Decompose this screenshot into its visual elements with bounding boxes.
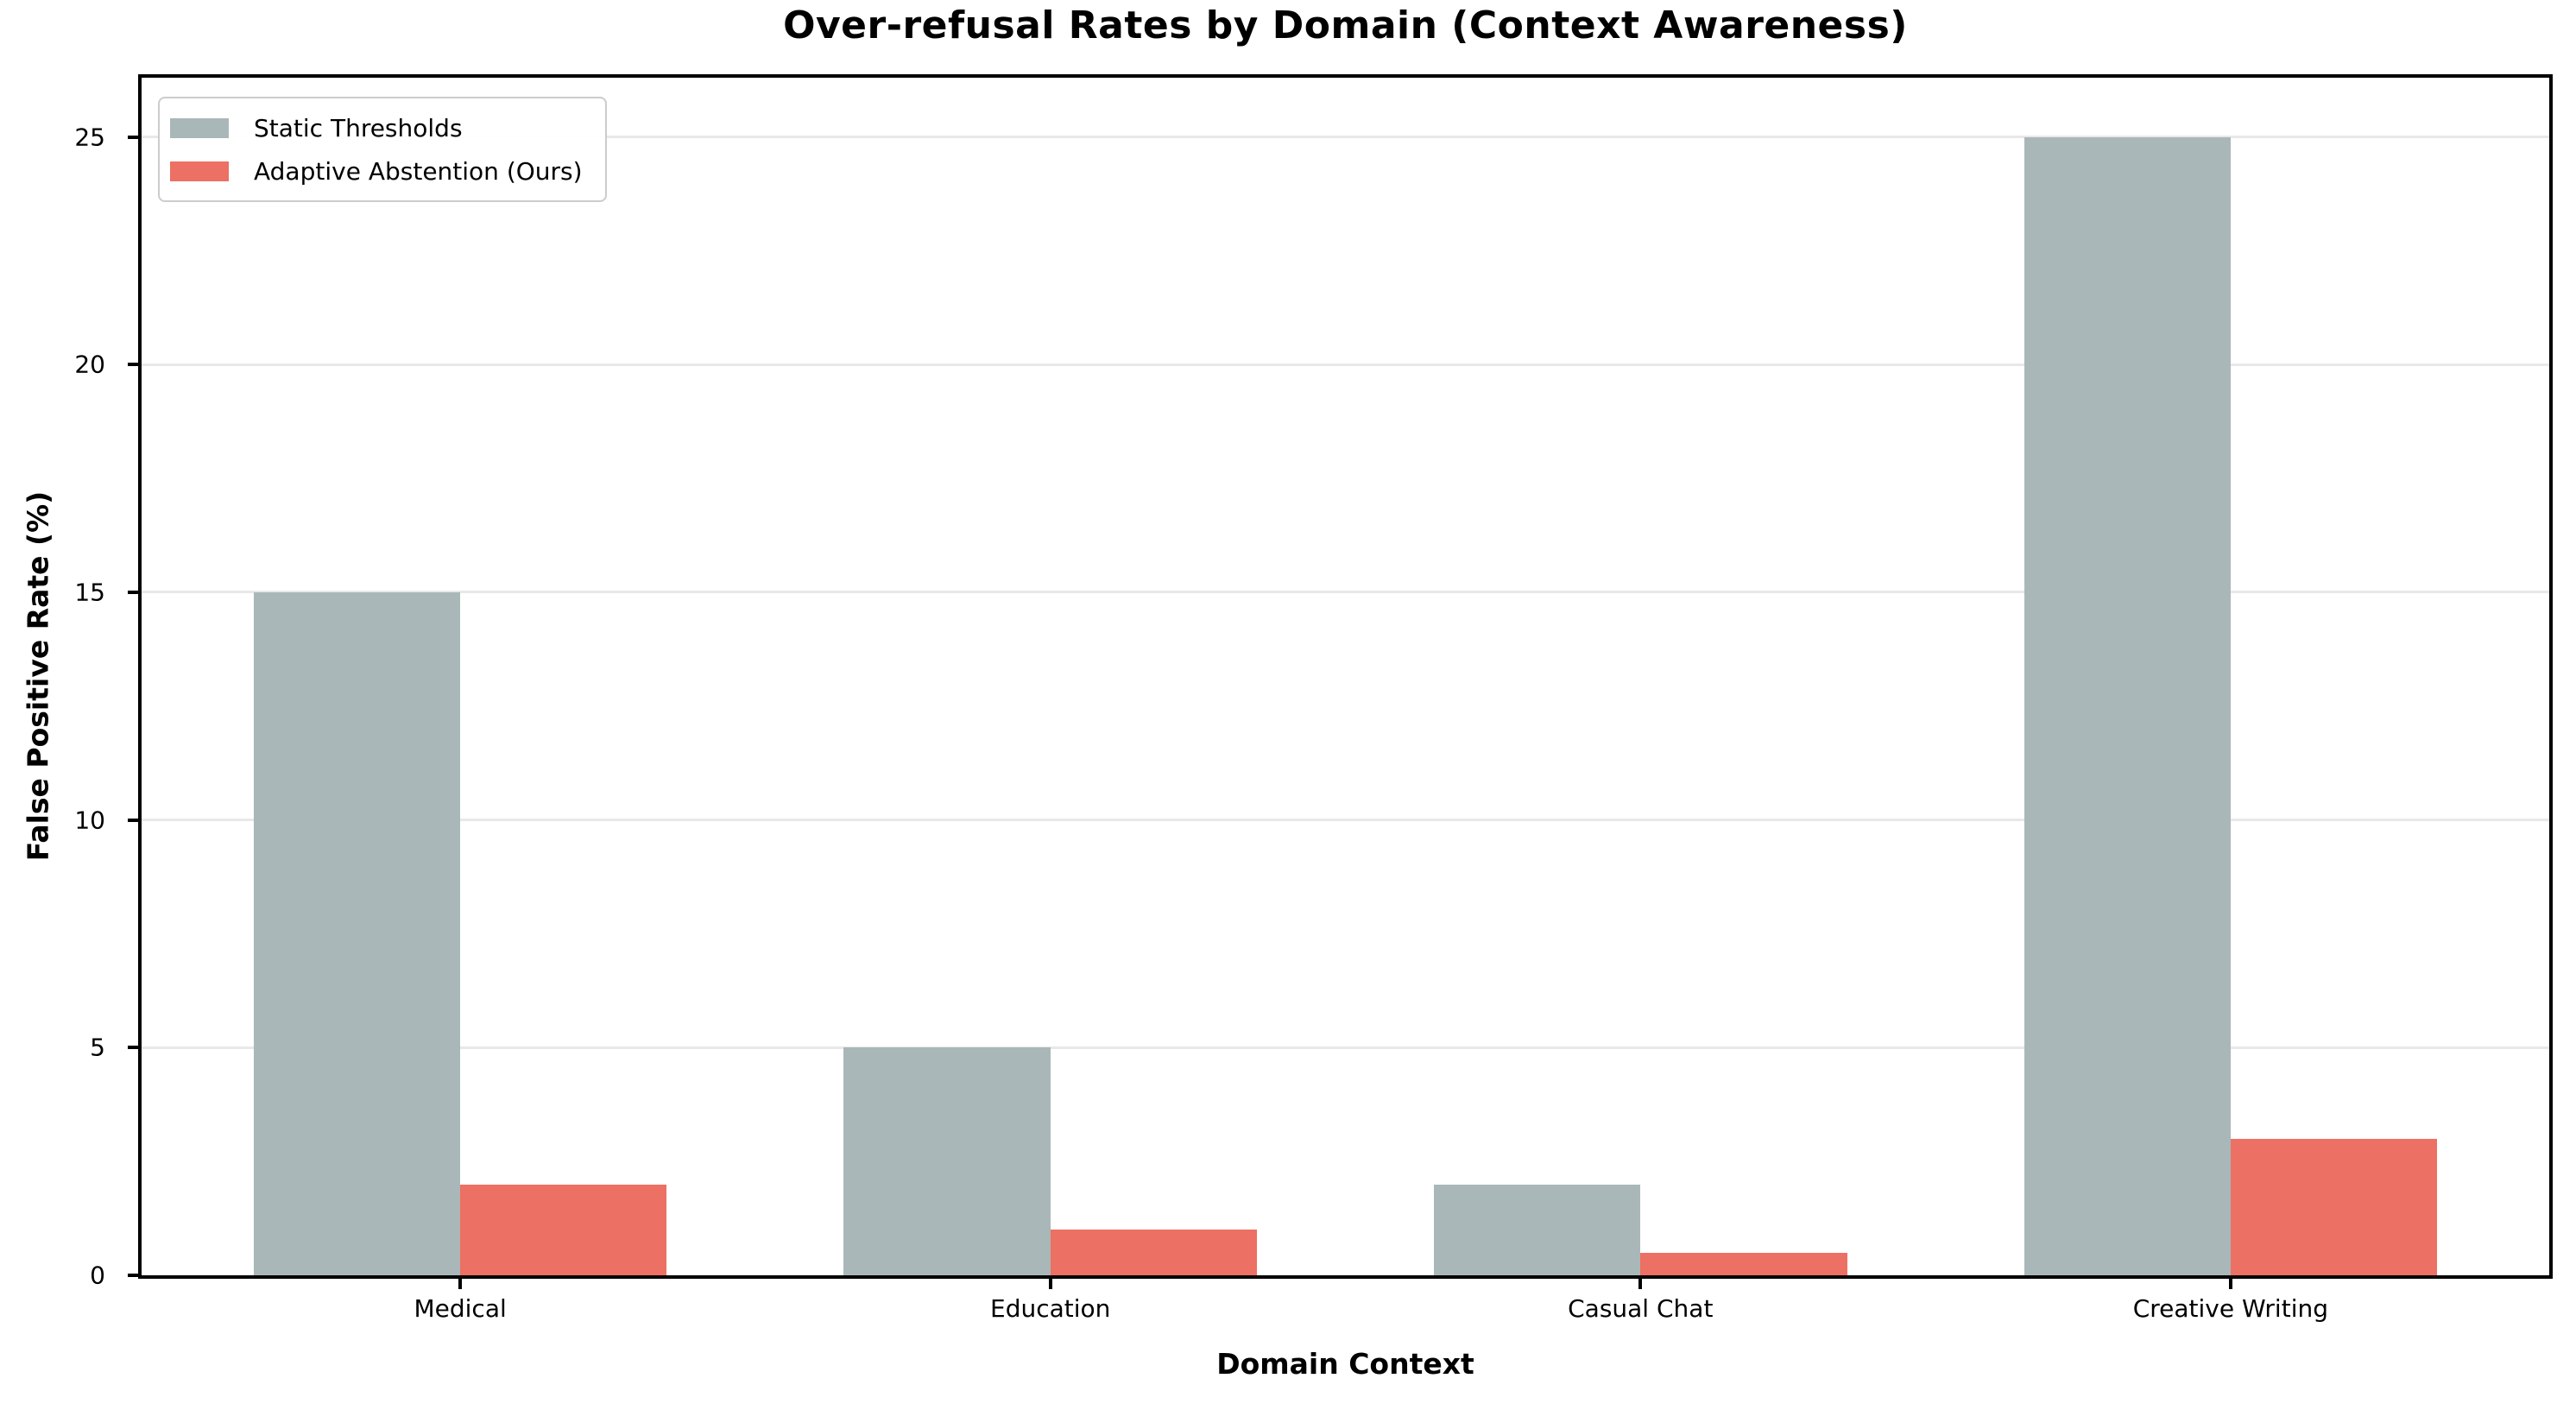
x-tick-label: Medical: [414, 1294, 507, 1323]
x-axis-label: Domain Context: [1216, 1347, 1474, 1381]
bar-adaptive-abstention-ours-education: [1050, 1230, 1257, 1275]
bar-adaptive-abstention-ours-creative-writing: [2230, 1138, 2438, 1275]
x-tick-mark: [1048, 1275, 1052, 1289]
gridline: [142, 591, 2549, 594]
y-tick-label: 20: [74, 350, 105, 379]
x-tick-mark: [458, 1275, 463, 1289]
gridline: [142, 363, 2549, 366]
chart-title: Over-refusal Rates by Domain (Context Aw…: [783, 3, 1908, 47]
bar-static-thresholds-medical: [253, 591, 461, 1275]
x-tick-label: Casual Chat: [1568, 1294, 1714, 1323]
gridline: [142, 136, 2549, 139]
y-tick-mark: [128, 1046, 142, 1050]
gridline: [142, 1046, 2549, 1049]
y-tick-label: 5: [90, 1033, 105, 1062]
y-tick-mark: [128, 818, 142, 822]
y-tick-mark: [128, 363, 142, 367]
bar-static-thresholds-casual-chat: [1434, 1184, 1641, 1275]
bar-static-thresholds-creative-writing: [2024, 136, 2231, 1275]
x-tick-mark: [2228, 1275, 2232, 1289]
bar-adaptive-abstention-ours-casual-chat: [1640, 1252, 1847, 1275]
legend-label: Static Thresholds: [254, 113, 463, 142]
legend-swatch-adaptive-abstention: [170, 161, 229, 181]
legend: Static Thresholds Adaptive Abstention (O…: [158, 97, 607, 202]
y-tick-label: 0: [90, 1261, 105, 1290]
legend-item-static-thresholds: Static Thresholds: [170, 111, 583, 145]
legend-swatch-static-thresholds: [170, 117, 229, 138]
y-tick-mark: [128, 590, 142, 594]
y-tick-label: 25: [74, 123, 105, 152]
legend-label: Adaptive Abstention (Ours): [254, 156, 583, 186]
y-tick-label: 15: [74, 578, 105, 607]
bar-static-thresholds-education: [843, 1047, 1051, 1275]
x-tick-mark: [1638, 1275, 1643, 1289]
bar-adaptive-abstention-ours-medical: [460, 1184, 667, 1275]
x-tick-label: Education: [990, 1294, 1111, 1323]
legend-item-adaptive-abstention: Adaptive Abstention (Ours): [170, 154, 583, 188]
y-tick-mark: [128, 1274, 142, 1277]
gridline: [142, 819, 2549, 822]
plot-area: Static Thresholds Adaptive Abstention (O…: [138, 74, 2553, 1279]
y-tick-mark: [128, 135, 142, 139]
x-tick-label: Creative Writing: [2132, 1294, 2328, 1323]
y-tick-label: 10: [74, 806, 105, 835]
